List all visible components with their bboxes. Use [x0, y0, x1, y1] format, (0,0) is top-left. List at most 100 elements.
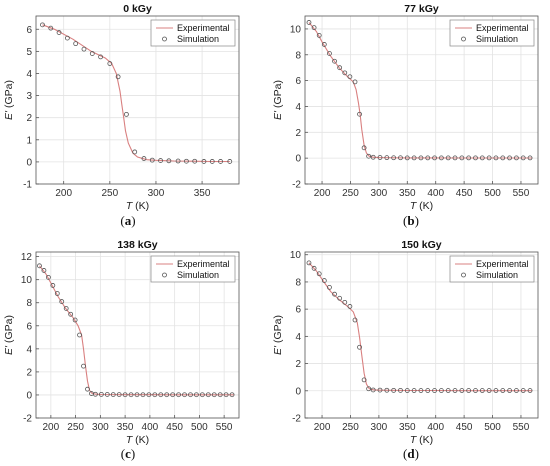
y-tick-label: -1: [23, 180, 32, 191]
series-point-simulation: [493, 388, 499, 393]
x-tick-label: 200: [55, 188, 72, 199]
series-point-simulation: [479, 388, 485, 393]
series-point-simulation: [500, 155, 506, 161]
series-point-simulation: [134, 392, 140, 398]
caption-letter: a: [125, 213, 132, 228]
x-axis-label: T (K): [410, 434, 433, 446]
series-point-simulation: [404, 388, 410, 393]
legend-entry: Simulation: [476, 270, 518, 280]
series-point-simulation: [486, 155, 492, 161]
series-point-simulation: [54, 291, 60, 296]
series-point-simulation: [347, 304, 353, 309]
series-point-simulation: [361, 145, 367, 151]
series-point-simulation: [81, 46, 87, 52]
y-tick-label: 6: [26, 321, 32, 332]
series-point-simulation: [50, 283, 56, 288]
series-point-simulation: [327, 284, 332, 290]
y-tick-label: 0: [295, 154, 301, 165]
y-tick-label: 3: [26, 91, 32, 102]
x-axis-unit: (K): [416, 200, 433, 212]
series-point-simulation: [229, 392, 235, 398]
axes-frame: [304, 15, 539, 185]
series-point-simulation: [332, 58, 337, 64]
series-point-simulation: [85, 386, 90, 392]
caption-letter: b: [407, 213, 414, 228]
series-line-experimental: [39, 265, 234, 396]
x-tick-label: 250: [67, 422, 84, 433]
y-axis-unit: (GPa): [3, 315, 15, 346]
series-point-simulation: [398, 155, 403, 161]
y-tick-label: 12: [21, 252, 33, 263]
series-point-simulation: [98, 54, 103, 60]
y-axis-symbol: E': [272, 345, 284, 355]
series-point-simulation: [311, 25, 317, 31]
series-point-simulation: [184, 158, 189, 164]
x-axis-unit: (K): [416, 434, 433, 446]
series-point-simulation: [500, 388, 506, 393]
series-point-simulation: [384, 387, 390, 393]
x-tick-label: 350: [194, 188, 211, 199]
series-point-simulation: [176, 392, 181, 398]
series-point-simulation: [520, 155, 526, 161]
series-point-simulation: [128, 392, 134, 398]
x-tick-label: 400: [142, 422, 159, 433]
series-point-simulation: [514, 388, 519, 393]
x-tick-label: 550: [513, 422, 530, 433]
series-point-simulation: [37, 263, 42, 269]
series-point-simulation: [146, 392, 152, 398]
panel-caption: (a): [120, 213, 135, 228]
y-tick-label: 2: [26, 113, 32, 124]
series-point-simulation: [377, 155, 383, 160]
y-axis-unit: (GPa): [3, 80, 15, 111]
axes-frame: [304, 251, 539, 419]
x-axis-symbol: T: [410, 434, 418, 446]
series-point-simulation: [192, 158, 198, 164]
series-point-simulation: [384, 155, 390, 161]
caption-paren: (: [403, 213, 407, 228]
series-point-simulation: [321, 278, 327, 283]
series-point-simulation: [64, 35, 70, 41]
series-point-simulation: [104, 392, 110, 397]
series-point-simulation: [398, 387, 403, 393]
legend-swatch-marker: [461, 272, 466, 278]
series-point-simulation: [170, 392, 176, 398]
series-point-simulation: [377, 387, 383, 393]
series-point-simulation: [217, 392, 223, 398]
x-axis-symbol: T: [126, 434, 134, 446]
legend-entry: Experimental: [476, 23, 529, 33]
caption-paren: ): [131, 446, 135, 461]
y-tick-label: 4: [26, 344, 32, 355]
series-point-simulation: [366, 153, 372, 159]
chart-panel-4: 200 250 300 350 400 450 500 550 -2 0 2 4 6 8 10 150 kGy…: [272, 239, 539, 461]
series-point-simulation: [357, 344, 362, 350]
series-point-simulation: [418, 155, 424, 161]
x-axis-label: T (K): [126, 434, 149, 446]
panel-caption: (c): [121, 446, 135, 461]
x-tick-label: 500: [191, 422, 208, 433]
series-point-simulation: [40, 22, 45, 28]
y-axis-label: E' (GPa): [3, 315, 15, 355]
series-point-simulation: [218, 159, 223, 164]
legend-box: [150, 19, 236, 47]
series-point-simulation: [361, 377, 367, 383]
series-point-simulation: [316, 271, 322, 277]
y-tick-label: 2: [295, 359, 301, 370]
series-point-simulation: [199, 392, 205, 398]
legend-entry: Experimental: [177, 23, 230, 33]
series-point-simulation: [352, 79, 358, 85]
x-tick-label: 450: [456, 422, 473, 433]
series-point-simulation: [311, 265, 317, 271]
x-tick-label: 450: [456, 188, 473, 199]
series-point-simulation: [306, 260, 312, 266]
x-tick-label: 200: [314, 188, 331, 199]
series-point-simulation: [164, 392, 170, 398]
series-point-simulation: [337, 65, 343, 71]
series-point-simulation: [56, 30, 62, 35]
x-tick-label: 500: [484, 422, 501, 433]
axes-frame: [35, 251, 240, 419]
chart-title: 138 kGy: [117, 239, 157, 251]
y-axis-symbol: E': [272, 110, 284, 120]
